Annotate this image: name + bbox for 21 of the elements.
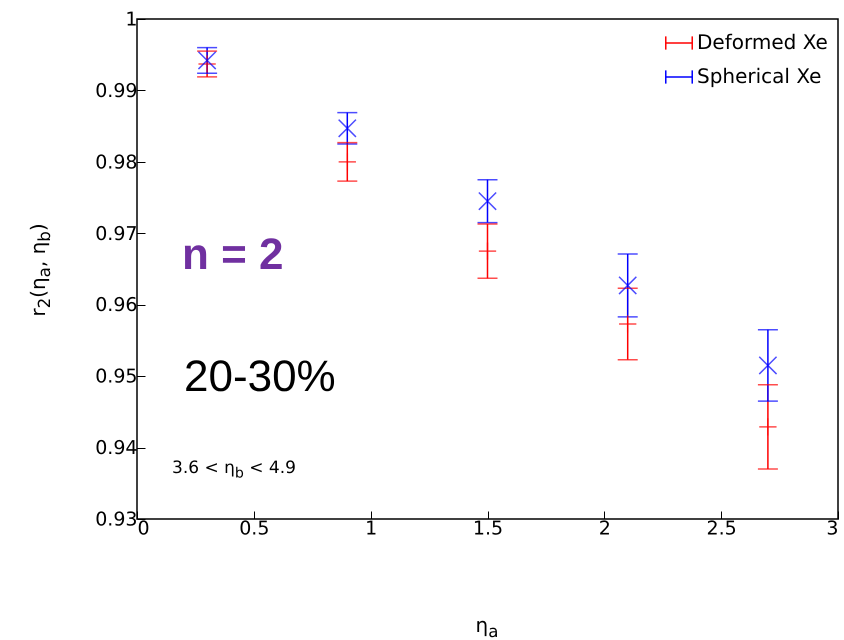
y-tick-label: 0.93 [95, 508, 138, 530]
y-tick-label: 0.94 [95, 437, 138, 460]
y-tick-label: 0.96 [95, 294, 138, 316]
annotation: n = 2 [182, 230, 284, 280]
y-tick-label: 0.99 [95, 80, 138, 102]
y-tick-label: 1 [125, 8, 138, 30]
x-tick-label: 2 [598, 518, 611, 540]
annotation: 20-30% [184, 352, 336, 402]
annotation: 3.6 < η$_{b}$ < 4.9 [172, 458, 296, 482]
x-axis-title: η$_{a}$ [476, 613, 498, 640]
x-tick-label: 1 [365, 518, 378, 540]
x-tick-label: 1.5 [472, 518, 504, 540]
y-tick-label: 0.97 [95, 222, 138, 245]
y-tick-label: 0.98 [95, 151, 138, 174]
legend-label: Deformed Xe [697, 30, 828, 54]
legend-label: Spherical Xe [697, 64, 822, 88]
x-tick-label: 3 [826, 518, 838, 540]
x-tick-label: 0.5 [239, 518, 270, 540]
y-tick-label: 0.95 [95, 366, 138, 388]
x-tick-label: 0 [138, 518, 150, 540]
x-tick-label: 2.5 [706, 518, 737, 540]
